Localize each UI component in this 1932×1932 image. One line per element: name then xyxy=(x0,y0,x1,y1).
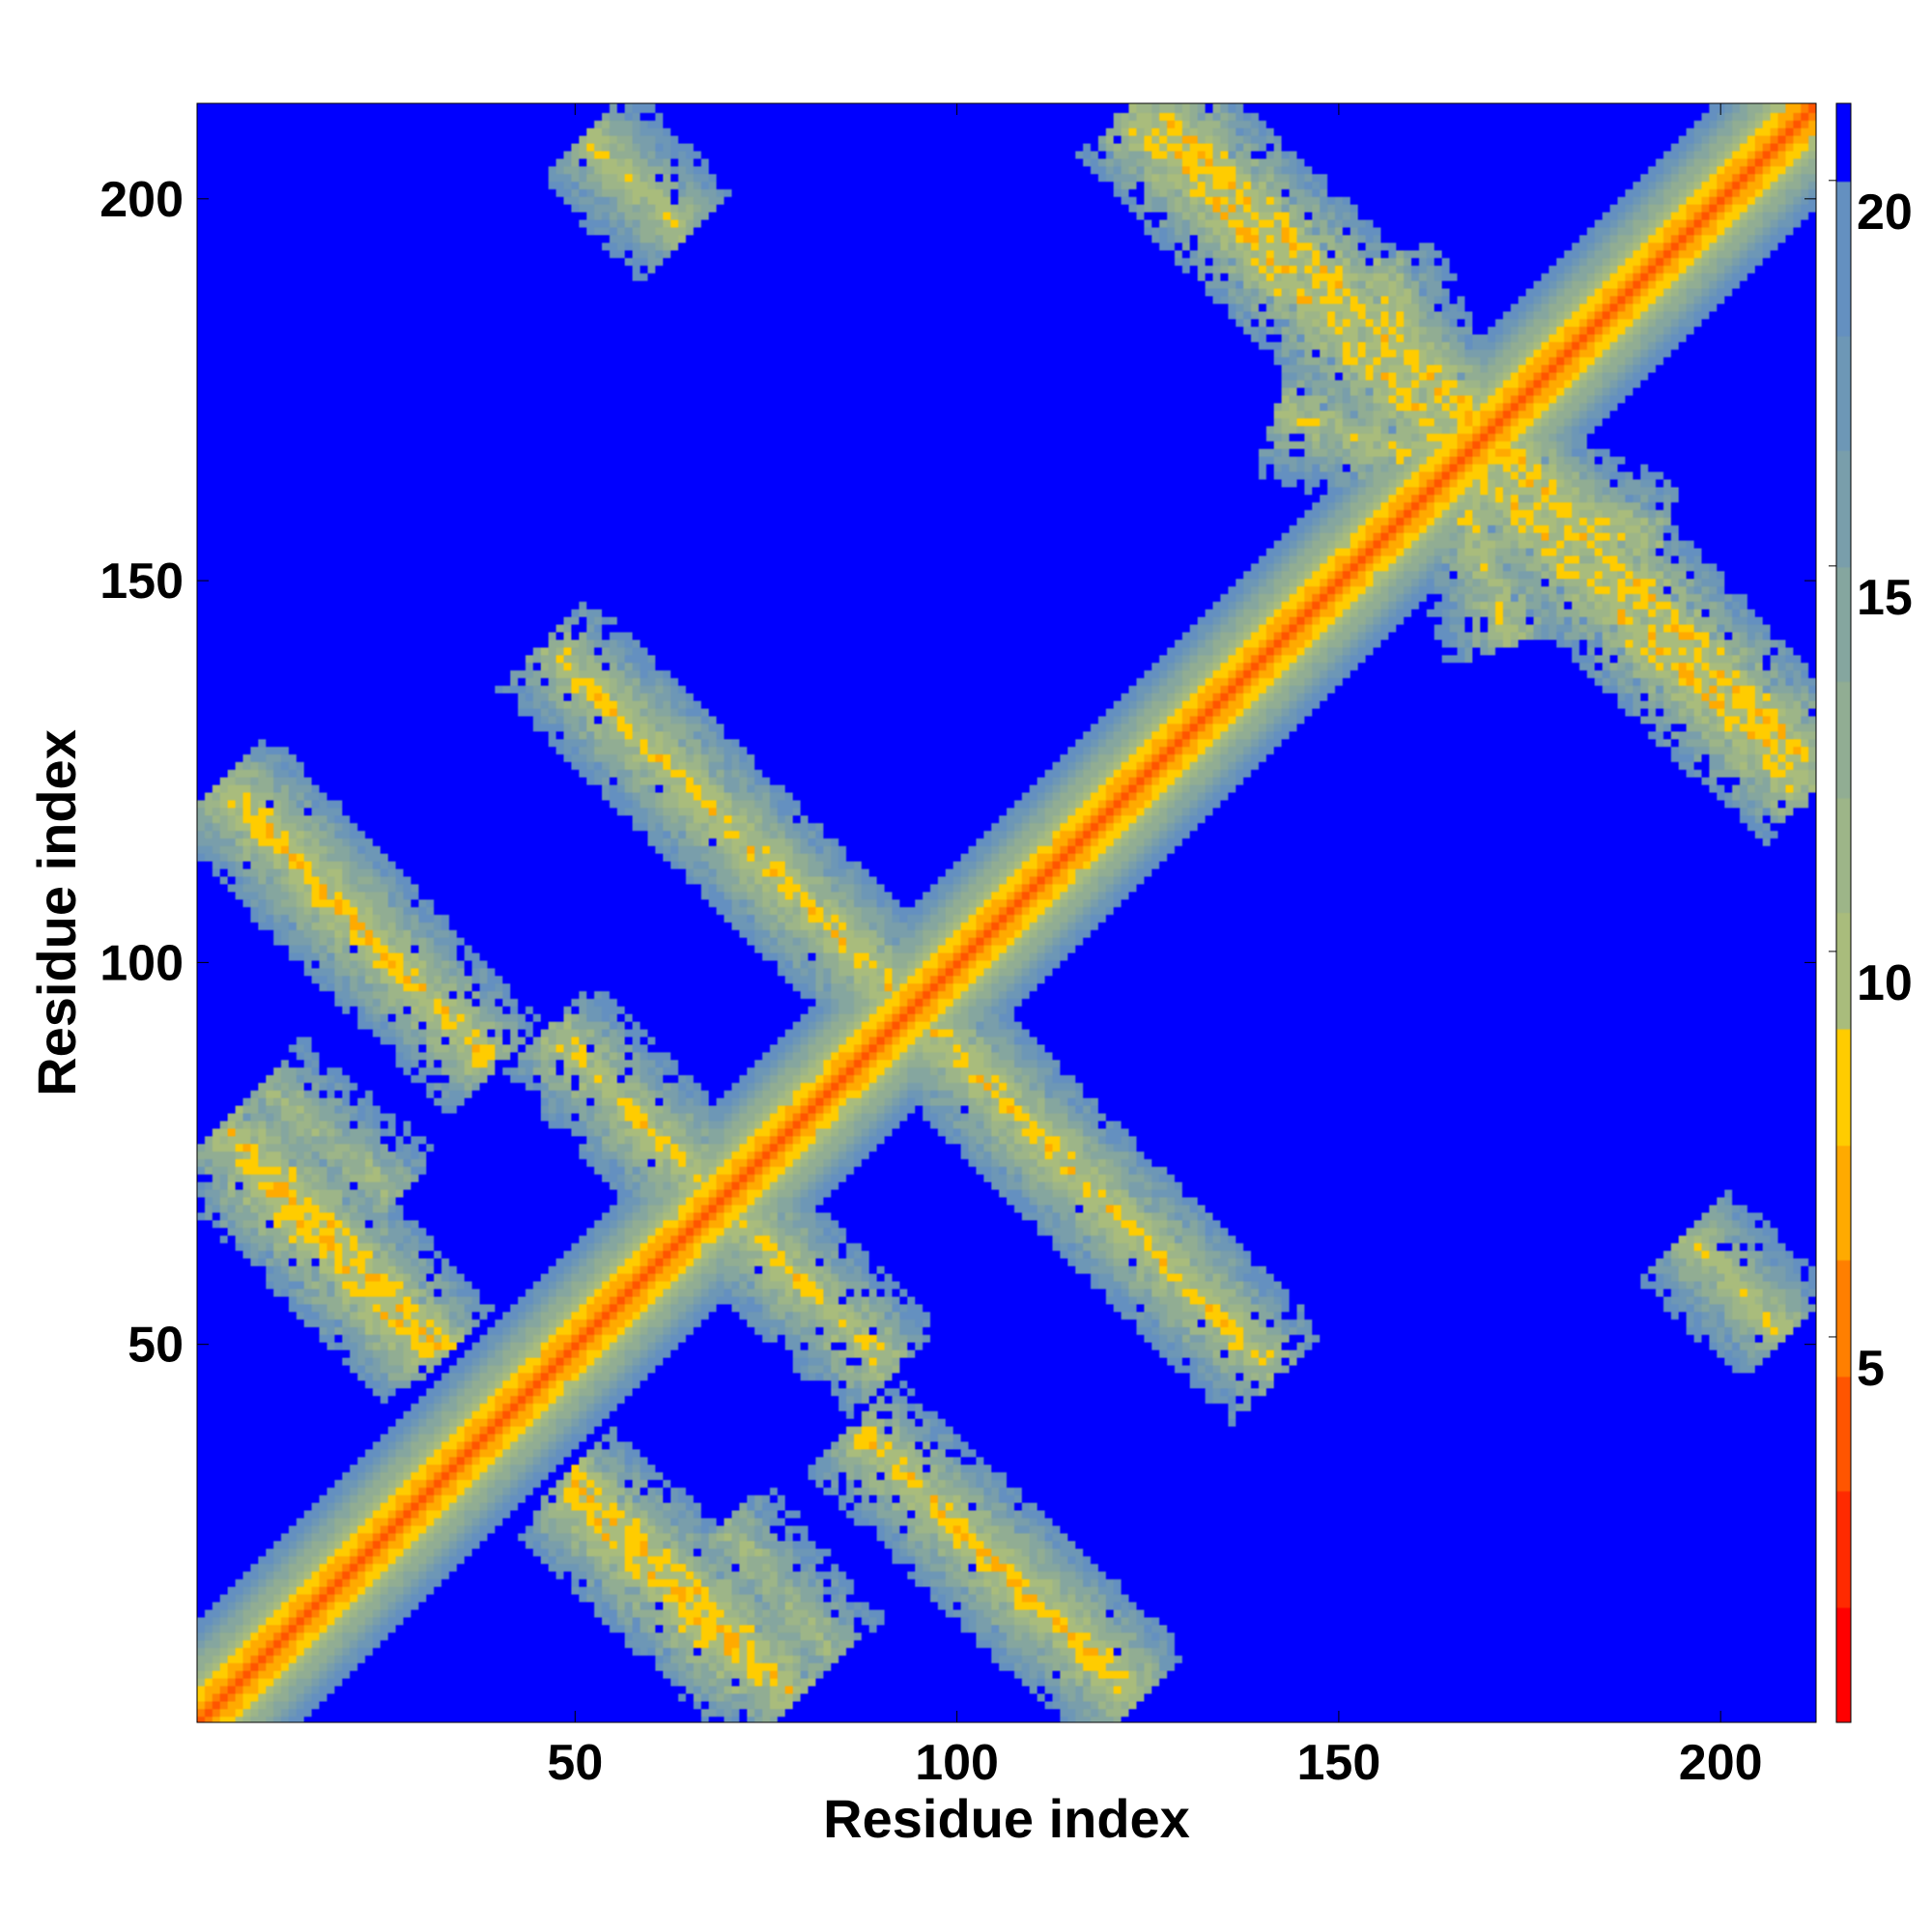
y-axis-ticks: 50 100 150 200 xyxy=(99,172,1816,1374)
y-tick-label: 100 xyxy=(99,935,184,991)
colorbar-frame xyxy=(1835,102,1852,1723)
plot-frame xyxy=(196,102,1817,1723)
x-axis-ticks: 50 100 150 200 xyxy=(547,103,1763,1791)
colorbar-tick-label: 10 xyxy=(1857,955,1913,1011)
x-tick-label: 50 xyxy=(547,1735,603,1791)
x-axis-label: Residue index xyxy=(823,1788,1190,1849)
x-tick-label: 200 xyxy=(1679,1735,1763,1791)
x-tick-label: 100 xyxy=(915,1735,999,1791)
colorbar-ticks: 5 10 15 20 xyxy=(1829,180,1913,1397)
colorbar-tick-label: 20 xyxy=(1857,185,1913,241)
x-tick-label: 150 xyxy=(1297,1735,1381,1791)
y-tick-label: 150 xyxy=(99,554,184,610)
y-axis-label: Residue index xyxy=(26,729,87,1096)
colorbar-tick-label: 15 xyxy=(1857,570,1913,626)
heatmap-plot-area xyxy=(197,103,1816,1722)
y-tick-label: 200 xyxy=(99,172,184,228)
colorbar xyxy=(1836,103,1851,1722)
y-tick-label: 50 xyxy=(128,1318,184,1374)
colorbar-tick-label: 5 xyxy=(1857,1341,1885,1397)
